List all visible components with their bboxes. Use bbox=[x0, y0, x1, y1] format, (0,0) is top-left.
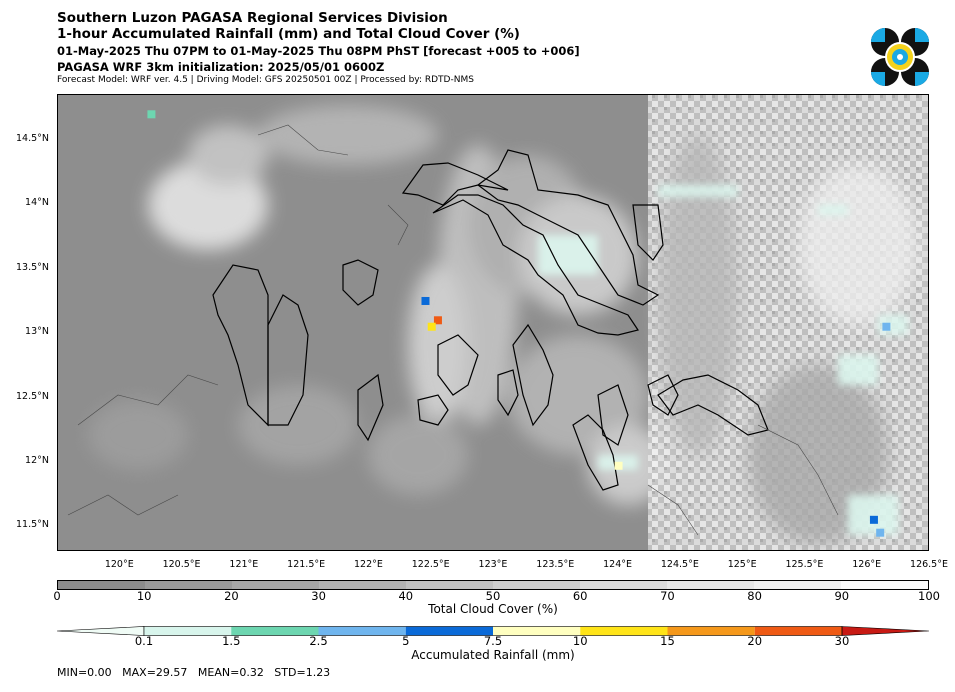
rainfall-tick: 10 bbox=[572, 634, 588, 648]
longitude-label: 124°E bbox=[603, 559, 633, 570]
cloud-cover-tick: 100 bbox=[918, 589, 940, 603]
cloud-cover-swatch bbox=[406, 581, 493, 589]
longitude-label: 126°E bbox=[852, 559, 882, 570]
rainfall-tick: 2.5 bbox=[309, 634, 328, 648]
map-canvas bbox=[58, 95, 928, 550]
title-line-1: Southern Luzon PAGASA Regional Services … bbox=[57, 10, 448, 26]
cloud-cover-tick: 20 bbox=[224, 589, 239, 603]
cloud-cover-swatch bbox=[232, 581, 319, 589]
longitude-label: 123.5°E bbox=[536, 559, 575, 570]
longitude-label: 123°E bbox=[478, 559, 508, 570]
title-line-4: PAGASA WRF 3km initialization: 2025/05/0… bbox=[57, 60, 385, 74]
cloud-cover-swatch bbox=[493, 581, 580, 589]
cloud-cover-swatch bbox=[754, 581, 841, 589]
rainfall-tick: 7.5 bbox=[483, 634, 503, 648]
cloud-cover-swatch bbox=[145, 581, 232, 589]
cloud-cover-swatch bbox=[319, 581, 406, 589]
rain-cell bbox=[882, 322, 891, 331]
title-line-3: 01-May-2025 Thu 07PM to 01-May-2025 Thu … bbox=[57, 44, 580, 58]
cloud-cover-swatch bbox=[841, 581, 928, 589]
cloud-cover-swatch bbox=[667, 581, 754, 589]
title-line-2: 1-hour Accumulated Rainfall (mm) and Tot… bbox=[57, 26, 520, 42]
rainfall-tick: 20 bbox=[747, 634, 763, 648]
rainfall-swatch bbox=[57, 626, 145, 636]
latitude-label: 12.5°N bbox=[15, 390, 49, 402]
rainfall-tick: 1.5 bbox=[222, 634, 241, 648]
longitude-label: 125.5°E bbox=[785, 559, 824, 570]
longitude-label: 121°E bbox=[229, 559, 259, 570]
rain-cell bbox=[869, 515, 878, 524]
rainfall-swatch bbox=[493, 626, 581, 636]
rain-cell bbox=[433, 316, 442, 325]
rainfall-tick: 15 bbox=[660, 634, 675, 648]
latitude-label: 13.5°N bbox=[15, 261, 49, 273]
latitude-label: 14.5°N bbox=[15, 133, 49, 145]
rainfall-swatch bbox=[841, 626, 929, 636]
cloud-cover-swatch bbox=[58, 581, 145, 589]
cloud-cover-label: Total Cloud Cover (%) bbox=[428, 602, 558, 616]
longitude-label: 125°E bbox=[727, 559, 757, 570]
rain-cell bbox=[427, 322, 436, 331]
rainfall-swatch bbox=[405, 626, 493, 636]
latitude-label: 14°N bbox=[25, 197, 49, 209]
cloud-cover-tick: 60 bbox=[572, 589, 588, 603]
rainfall-tick: 0.1 bbox=[134, 634, 154, 648]
cloud-cover-colorbar bbox=[57, 580, 929, 590]
rainfall-swatch bbox=[144, 626, 232, 636]
rain-cell bbox=[876, 528, 885, 537]
longitude-label: 124.5°E bbox=[660, 559, 699, 570]
cloud-cover-swatch bbox=[580, 581, 667, 589]
pagasa-logo-icon bbox=[871, 28, 929, 86]
cloud-cover-tick: 0 bbox=[53, 589, 61, 603]
title-line-5: Forecast Model: WRF ver. 4.5 | Driving M… bbox=[57, 75, 474, 85]
latitude-label: 12°N bbox=[25, 454, 49, 466]
rain-layer bbox=[147, 110, 891, 537]
rainfall-swatch bbox=[231, 626, 319, 636]
weather-map bbox=[57, 94, 929, 551]
rainfall-label: Accumulated Rainfall (mm) bbox=[411, 648, 575, 662]
longitude-label: 121.5°E bbox=[287, 559, 326, 570]
rainfall-swatch bbox=[318, 626, 406, 636]
rainfall-swatch bbox=[580, 626, 668, 636]
cloud-cover-tick: 40 bbox=[398, 589, 414, 603]
cloud-cover-tick: 90 bbox=[834, 589, 850, 603]
rainfall-colorbar bbox=[57, 626, 929, 636]
latitude-label: 11.5°N bbox=[15, 519, 49, 531]
statistics-line: MIN=0.00 MAX=29.57 MEAN=0.32 STD=1.23 bbox=[57, 666, 331, 679]
cloud-cover-tick: 10 bbox=[136, 589, 152, 603]
rain-cell bbox=[421, 296, 430, 305]
cloud-cover-tick: 50 bbox=[485, 589, 501, 603]
cloud-cover-tick: 30 bbox=[311, 589, 326, 603]
rainfall-tick: 30 bbox=[834, 634, 850, 648]
longitude-label: 120°E bbox=[104, 559, 134, 570]
cloud-cover-tick: 80 bbox=[747, 589, 762, 603]
rainfall-swatch bbox=[754, 626, 842, 636]
latitude-label: 13°N bbox=[25, 326, 49, 338]
longitude-label: 122.5°E bbox=[411, 559, 450, 570]
rainfall-tick: 5 bbox=[402, 634, 410, 648]
rainfall-swatch bbox=[667, 626, 755, 636]
longitude-label: 126.5°E bbox=[910, 559, 948, 570]
longitude-label: 122°E bbox=[353, 559, 383, 570]
cloud-cover-tick: 70 bbox=[660, 589, 675, 603]
longitude-label: 120.5°E bbox=[162, 559, 201, 570]
rain-cell bbox=[614, 461, 623, 470]
rain-cell bbox=[147, 110, 156, 119]
